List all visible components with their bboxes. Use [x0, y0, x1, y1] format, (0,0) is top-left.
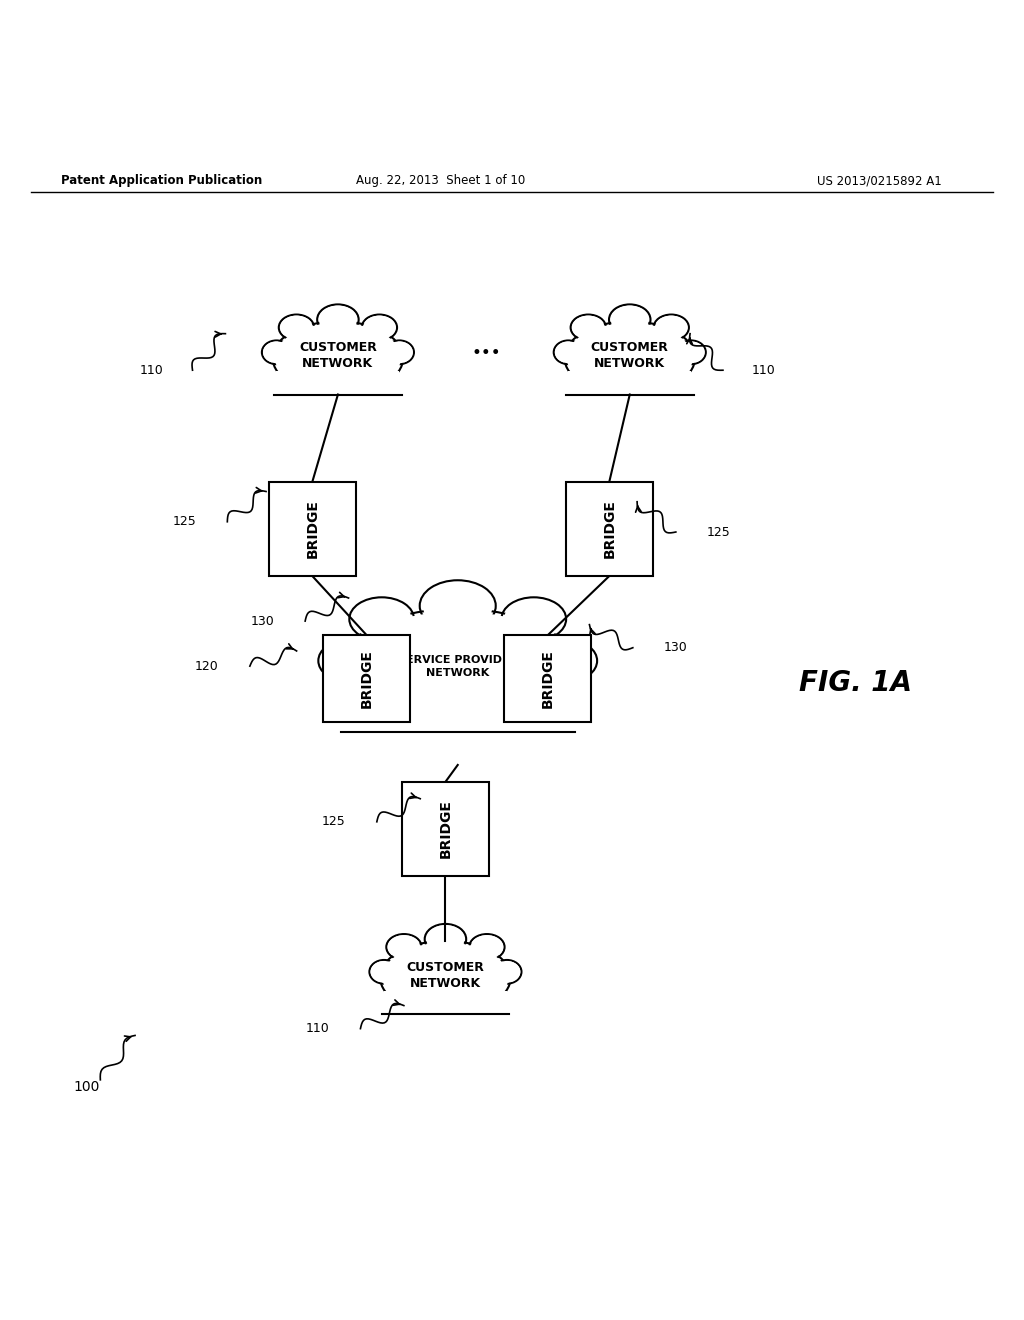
- Ellipse shape: [274, 323, 401, 393]
- Text: BRIDGE: BRIDGE: [602, 499, 616, 558]
- Text: 100: 100: [74, 1080, 100, 1094]
- Text: Aug. 22, 2013  Sheet 1 of 10: Aug. 22, 2013 Sheet 1 of 10: [355, 174, 525, 187]
- Ellipse shape: [502, 598, 566, 642]
- FancyBboxPatch shape: [401, 781, 489, 876]
- FancyBboxPatch shape: [273, 379, 402, 403]
- Ellipse shape: [371, 961, 397, 982]
- Ellipse shape: [364, 315, 395, 339]
- Ellipse shape: [610, 306, 649, 334]
- Ellipse shape: [349, 598, 414, 642]
- Text: 120: 120: [195, 660, 219, 673]
- Text: Patent Application Publication: Patent Application Publication: [61, 174, 263, 187]
- Ellipse shape: [493, 960, 521, 983]
- Ellipse shape: [352, 599, 412, 639]
- Ellipse shape: [272, 321, 403, 395]
- Ellipse shape: [318, 306, 357, 334]
- Ellipse shape: [386, 342, 413, 363]
- Ellipse shape: [423, 582, 493, 630]
- Text: SERVICE PROVIDER
NETWORK: SERVICE PROVIDER NETWORK: [397, 655, 518, 677]
- Text: BRIDGE: BRIDGE: [438, 800, 453, 858]
- FancyBboxPatch shape: [324, 635, 410, 722]
- Ellipse shape: [385, 341, 414, 364]
- Text: 125: 125: [322, 816, 346, 828]
- Ellipse shape: [361, 314, 397, 341]
- Ellipse shape: [263, 342, 290, 363]
- Ellipse shape: [564, 321, 695, 395]
- Ellipse shape: [342, 611, 573, 729]
- Ellipse shape: [321, 643, 370, 678]
- Ellipse shape: [338, 609, 578, 731]
- Ellipse shape: [494, 961, 520, 982]
- FancyBboxPatch shape: [381, 998, 510, 1023]
- Ellipse shape: [262, 341, 291, 364]
- Ellipse shape: [318, 642, 372, 681]
- Text: CUSTOMER
NETWORK: CUSTOMER NETWORK: [407, 961, 484, 990]
- Ellipse shape: [554, 341, 583, 364]
- Text: 110: 110: [305, 1022, 330, 1035]
- FancyBboxPatch shape: [268, 482, 356, 576]
- Ellipse shape: [426, 925, 465, 953]
- Ellipse shape: [281, 315, 312, 339]
- Ellipse shape: [386, 935, 422, 960]
- Text: BRIDGE: BRIDGE: [541, 649, 555, 708]
- Ellipse shape: [380, 941, 511, 1014]
- Ellipse shape: [469, 935, 505, 960]
- FancyBboxPatch shape: [340, 705, 575, 746]
- Ellipse shape: [555, 342, 582, 363]
- Text: CUSTOMER
NETWORK: CUSTOMER NETWORK: [591, 341, 669, 370]
- Text: CUSTOMER
NETWORK: CUSTOMER NETWORK: [299, 341, 377, 370]
- Text: BRIDGE: BRIDGE: [359, 649, 374, 708]
- Ellipse shape: [425, 924, 466, 954]
- Text: 130: 130: [250, 615, 274, 627]
- Ellipse shape: [388, 935, 420, 958]
- Ellipse shape: [677, 341, 706, 364]
- Ellipse shape: [544, 642, 597, 681]
- FancyBboxPatch shape: [345, 693, 570, 746]
- Ellipse shape: [383, 942, 508, 1012]
- Text: 110: 110: [752, 364, 776, 376]
- FancyBboxPatch shape: [505, 635, 592, 722]
- FancyBboxPatch shape: [565, 379, 694, 403]
- Text: BRIDGE: BRIDGE: [305, 499, 319, 558]
- FancyBboxPatch shape: [276, 371, 399, 403]
- Text: 130: 130: [664, 642, 688, 655]
- Text: 125: 125: [707, 525, 731, 539]
- Text: •••: •••: [472, 343, 501, 362]
- FancyBboxPatch shape: [565, 482, 653, 576]
- FancyBboxPatch shape: [384, 991, 507, 1023]
- Ellipse shape: [420, 581, 496, 631]
- Text: 125: 125: [172, 515, 197, 528]
- Ellipse shape: [567, 323, 692, 393]
- Ellipse shape: [653, 314, 689, 341]
- Ellipse shape: [609, 305, 650, 335]
- Ellipse shape: [546, 643, 595, 678]
- Ellipse shape: [504, 599, 563, 639]
- Ellipse shape: [572, 315, 604, 339]
- Ellipse shape: [370, 960, 398, 983]
- Ellipse shape: [655, 315, 687, 339]
- Text: US 2013/0215892 A1: US 2013/0215892 A1: [817, 174, 942, 187]
- Text: 110: 110: [139, 364, 164, 376]
- Ellipse shape: [317, 305, 358, 335]
- Ellipse shape: [570, 314, 606, 341]
- Ellipse shape: [279, 314, 314, 341]
- Ellipse shape: [471, 935, 503, 958]
- Ellipse shape: [678, 342, 705, 363]
- FancyBboxPatch shape: [568, 371, 691, 403]
- Text: FIG. 1A: FIG. 1A: [799, 668, 911, 697]
